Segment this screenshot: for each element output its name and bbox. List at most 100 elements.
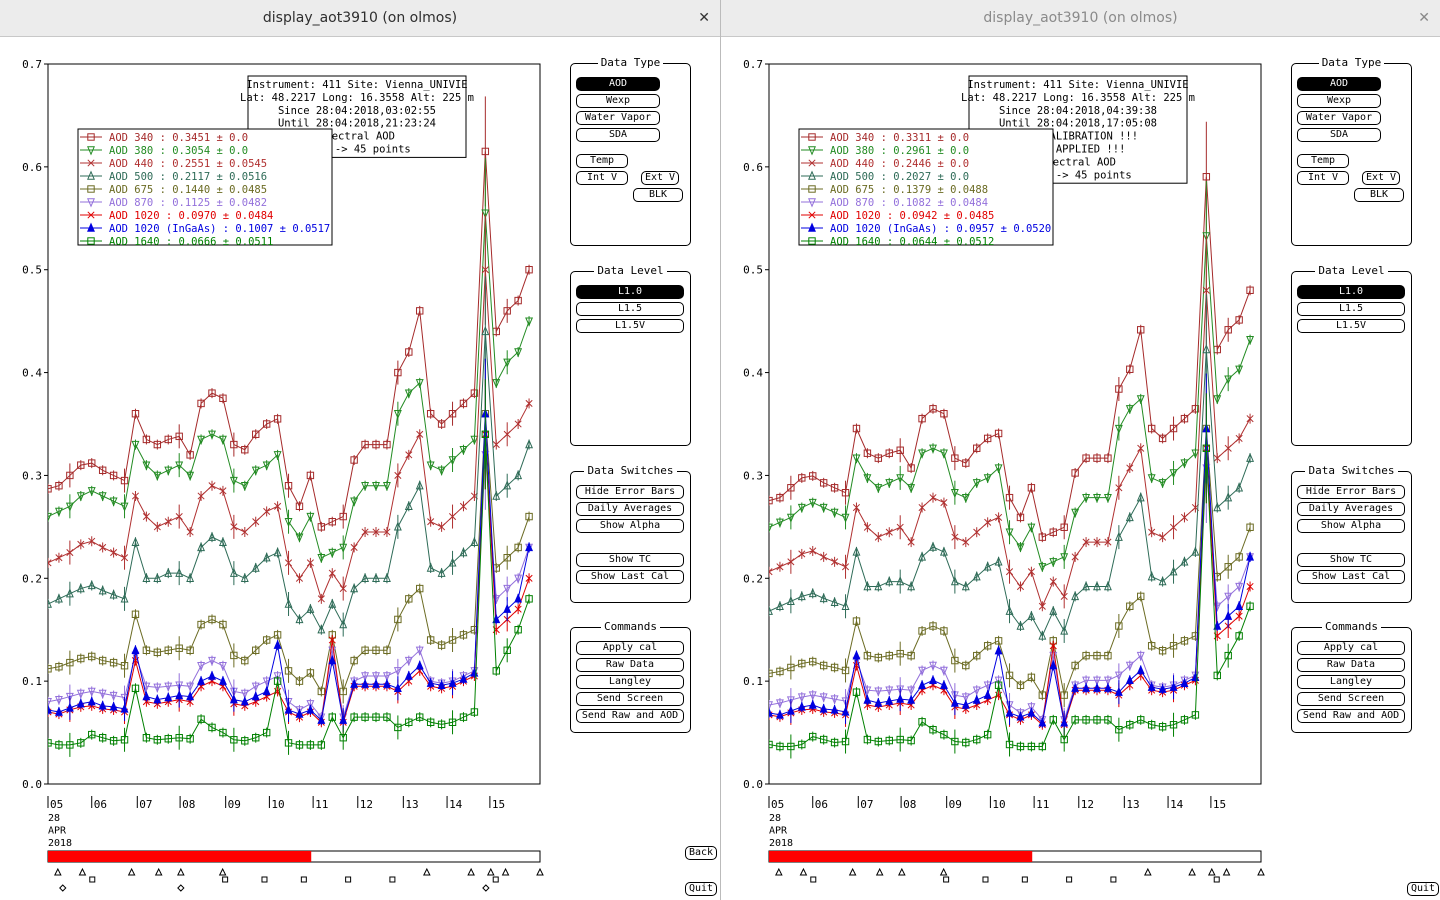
- send-raw-and-aod-button[interactable]: Send Raw and AOD: [576, 709, 684, 723]
- langley-button[interactable]: Langley: [1297, 675, 1405, 689]
- data-point: [120, 703, 129, 713]
- aod-button[interactable]: AOD: [576, 77, 660, 91]
- data-point: [405, 348, 413, 356]
- wexp-button[interactable]: Wexp: [576, 94, 660, 108]
- marker-triangle: [1188, 867, 1196, 876]
- x-tick-label: 14: [1170, 798, 1184, 811]
- data-point: [1147, 721, 1156, 729]
- data-point: [416, 307, 424, 315]
- close-icon[interactable]: ✕: [1418, 10, 1430, 26]
- data-point: [142, 461, 151, 471]
- send-screen-button[interactable]: Send Screen: [1297, 692, 1405, 706]
- daily-averages-button[interactable]: Daily Averages: [1297, 502, 1405, 516]
- title-bar[interactable]: display_aot3910 (on olmos) ✕: [721, 0, 1440, 37]
- data-point: [769, 701, 773, 711]
- panel-title: Data Switches: [571, 464, 690, 478]
- data-point: [1027, 484, 1036, 492]
- l1-0-button[interactable]: L1.0: [1297, 285, 1405, 299]
- data-point: [874, 454, 883, 462]
- show-alpha-button[interactable]: Show Alpha: [576, 519, 684, 533]
- data-point: [514, 469, 523, 480]
- time-scrollbar[interactable]: [768, 850, 1262, 863]
- time-scrollbar[interactable]: [47, 850, 541, 863]
- sda-button[interactable]: SDA: [1297, 128, 1381, 142]
- quit-button[interactable]: Quit: [685, 882, 718, 896]
- data-point: [1169, 523, 1178, 531]
- data-point: [1224, 375, 1233, 385]
- data-point: [994, 645, 1003, 655]
- blk-button[interactable]: BLK: [1354, 188, 1404, 202]
- data-point: [65, 692, 74, 703]
- data-point: [1071, 508, 1080, 518]
- apply-cal-button[interactable]: Apply cal: [1297, 641, 1405, 655]
- l1-0-button[interactable]: L1.0: [576, 285, 684, 299]
- raw-data-button[interactable]: Raw Data: [1297, 658, 1405, 672]
- wexp-button[interactable]: Wexp: [1297, 94, 1381, 108]
- title-bar[interactable]: display_aot3910 (on olmos) ✕: [0, 0, 720, 37]
- send-screen-button[interactable]: Send Screen: [576, 692, 684, 706]
- show-alpha-button[interactable]: Show Alpha: [1297, 519, 1405, 533]
- data-point: [1082, 682, 1091, 692]
- scrollbar-thumb[interactable]: [48, 851, 312, 862]
- hide-error-bars-button[interactable]: Hide Error Bars: [1297, 485, 1405, 499]
- data-point: [1246, 551, 1255, 561]
- l1-5-button[interactable]: L1.5: [576, 302, 684, 316]
- temp-button[interactable]: Temp: [576, 154, 628, 168]
- blk-button[interactable]: BLK: [633, 188, 683, 202]
- show-last-cal-button[interactable]: Show Last Cal: [1297, 570, 1405, 584]
- data-point: [87, 487, 96, 497]
- data-point: [1093, 682, 1101, 692]
- scrollbar-thumb[interactable]: [769, 851, 1033, 862]
- l1-5v-button[interactable]: L1.5V: [576, 319, 684, 333]
- data-point: [262, 552, 271, 562]
- data-point: [481, 430, 490, 438]
- sda-button[interactable]: SDA: [576, 128, 660, 142]
- int-v-button[interactable]: Int V: [1297, 171, 1349, 185]
- data-point: [328, 636, 336, 644]
- l1-5v-button[interactable]: L1.5V: [1297, 319, 1405, 333]
- daily-averages-button[interactable]: Daily Averages: [576, 502, 684, 516]
- apply-cal-button[interactable]: Apply cal: [576, 641, 684, 655]
- data-point: [1071, 681, 1080, 691]
- info-line: !!! APPLIED !!!: [1031, 144, 1126, 156]
- data-point: [1082, 538, 1090, 546]
- show-last-cal-button[interactable]: Show Last Cal: [576, 570, 684, 584]
- data-point: [241, 656, 249, 665]
- aod-button[interactable]: AOD: [1297, 77, 1381, 91]
- legend-marker: [87, 146, 95, 156]
- data-point: [350, 543, 358, 551]
- raw-data-button[interactable]: Raw Data: [576, 658, 684, 672]
- langley-button[interactable]: Langley: [576, 675, 684, 689]
- water-vapor-button[interactable]: Water Vapor: [1297, 111, 1381, 125]
- data-point: [240, 572, 249, 582]
- data-point: [1016, 543, 1025, 553]
- data-point: [350, 583, 359, 593]
- quit-button[interactable]: Quit: [1407, 882, 1440, 896]
- data-point: [1147, 642, 1156, 650]
- temp-button[interactable]: Temp: [1297, 154, 1349, 168]
- show-tc-button[interactable]: Show TC: [1297, 553, 1405, 567]
- data-point: [87, 580, 96, 590]
- data-point: [274, 502, 282, 510]
- data-point: [372, 482, 380, 492]
- data-point: [48, 598, 52, 608]
- x-start-label: 2018: [769, 838, 793, 849]
- water-vapor-button[interactable]: Water Vapor: [576, 111, 660, 125]
- back-button[interactable]: Back: [685, 846, 718, 860]
- int-v-button[interactable]: Int V: [576, 171, 628, 185]
- x-tick-label: 08: [182, 798, 195, 811]
- ext-v-button[interactable]: Ext V: [1362, 171, 1400, 185]
- send-raw-and-aod-button[interactable]: Send Raw and AOD: [1297, 709, 1405, 723]
- l1-5-button[interactable]: L1.5: [1297, 302, 1405, 316]
- hide-error-bars-button[interactable]: Hide Error Bars: [576, 485, 684, 499]
- show-tc-button[interactable]: Show TC: [576, 553, 684, 567]
- data-point: [786, 705, 795, 715]
- y-tick-label: 0.6: [743, 161, 763, 174]
- data-point: [1202, 232, 1211, 242]
- close-icon[interactable]: ✕: [698, 10, 710, 26]
- data-point: [317, 595, 325, 603]
- ext-v-button[interactable]: Ext V: [641, 171, 679, 185]
- data-point: [153, 736, 162, 744]
- data-point: [830, 596, 839, 607]
- x-start-label: 28: [48, 813, 60, 824]
